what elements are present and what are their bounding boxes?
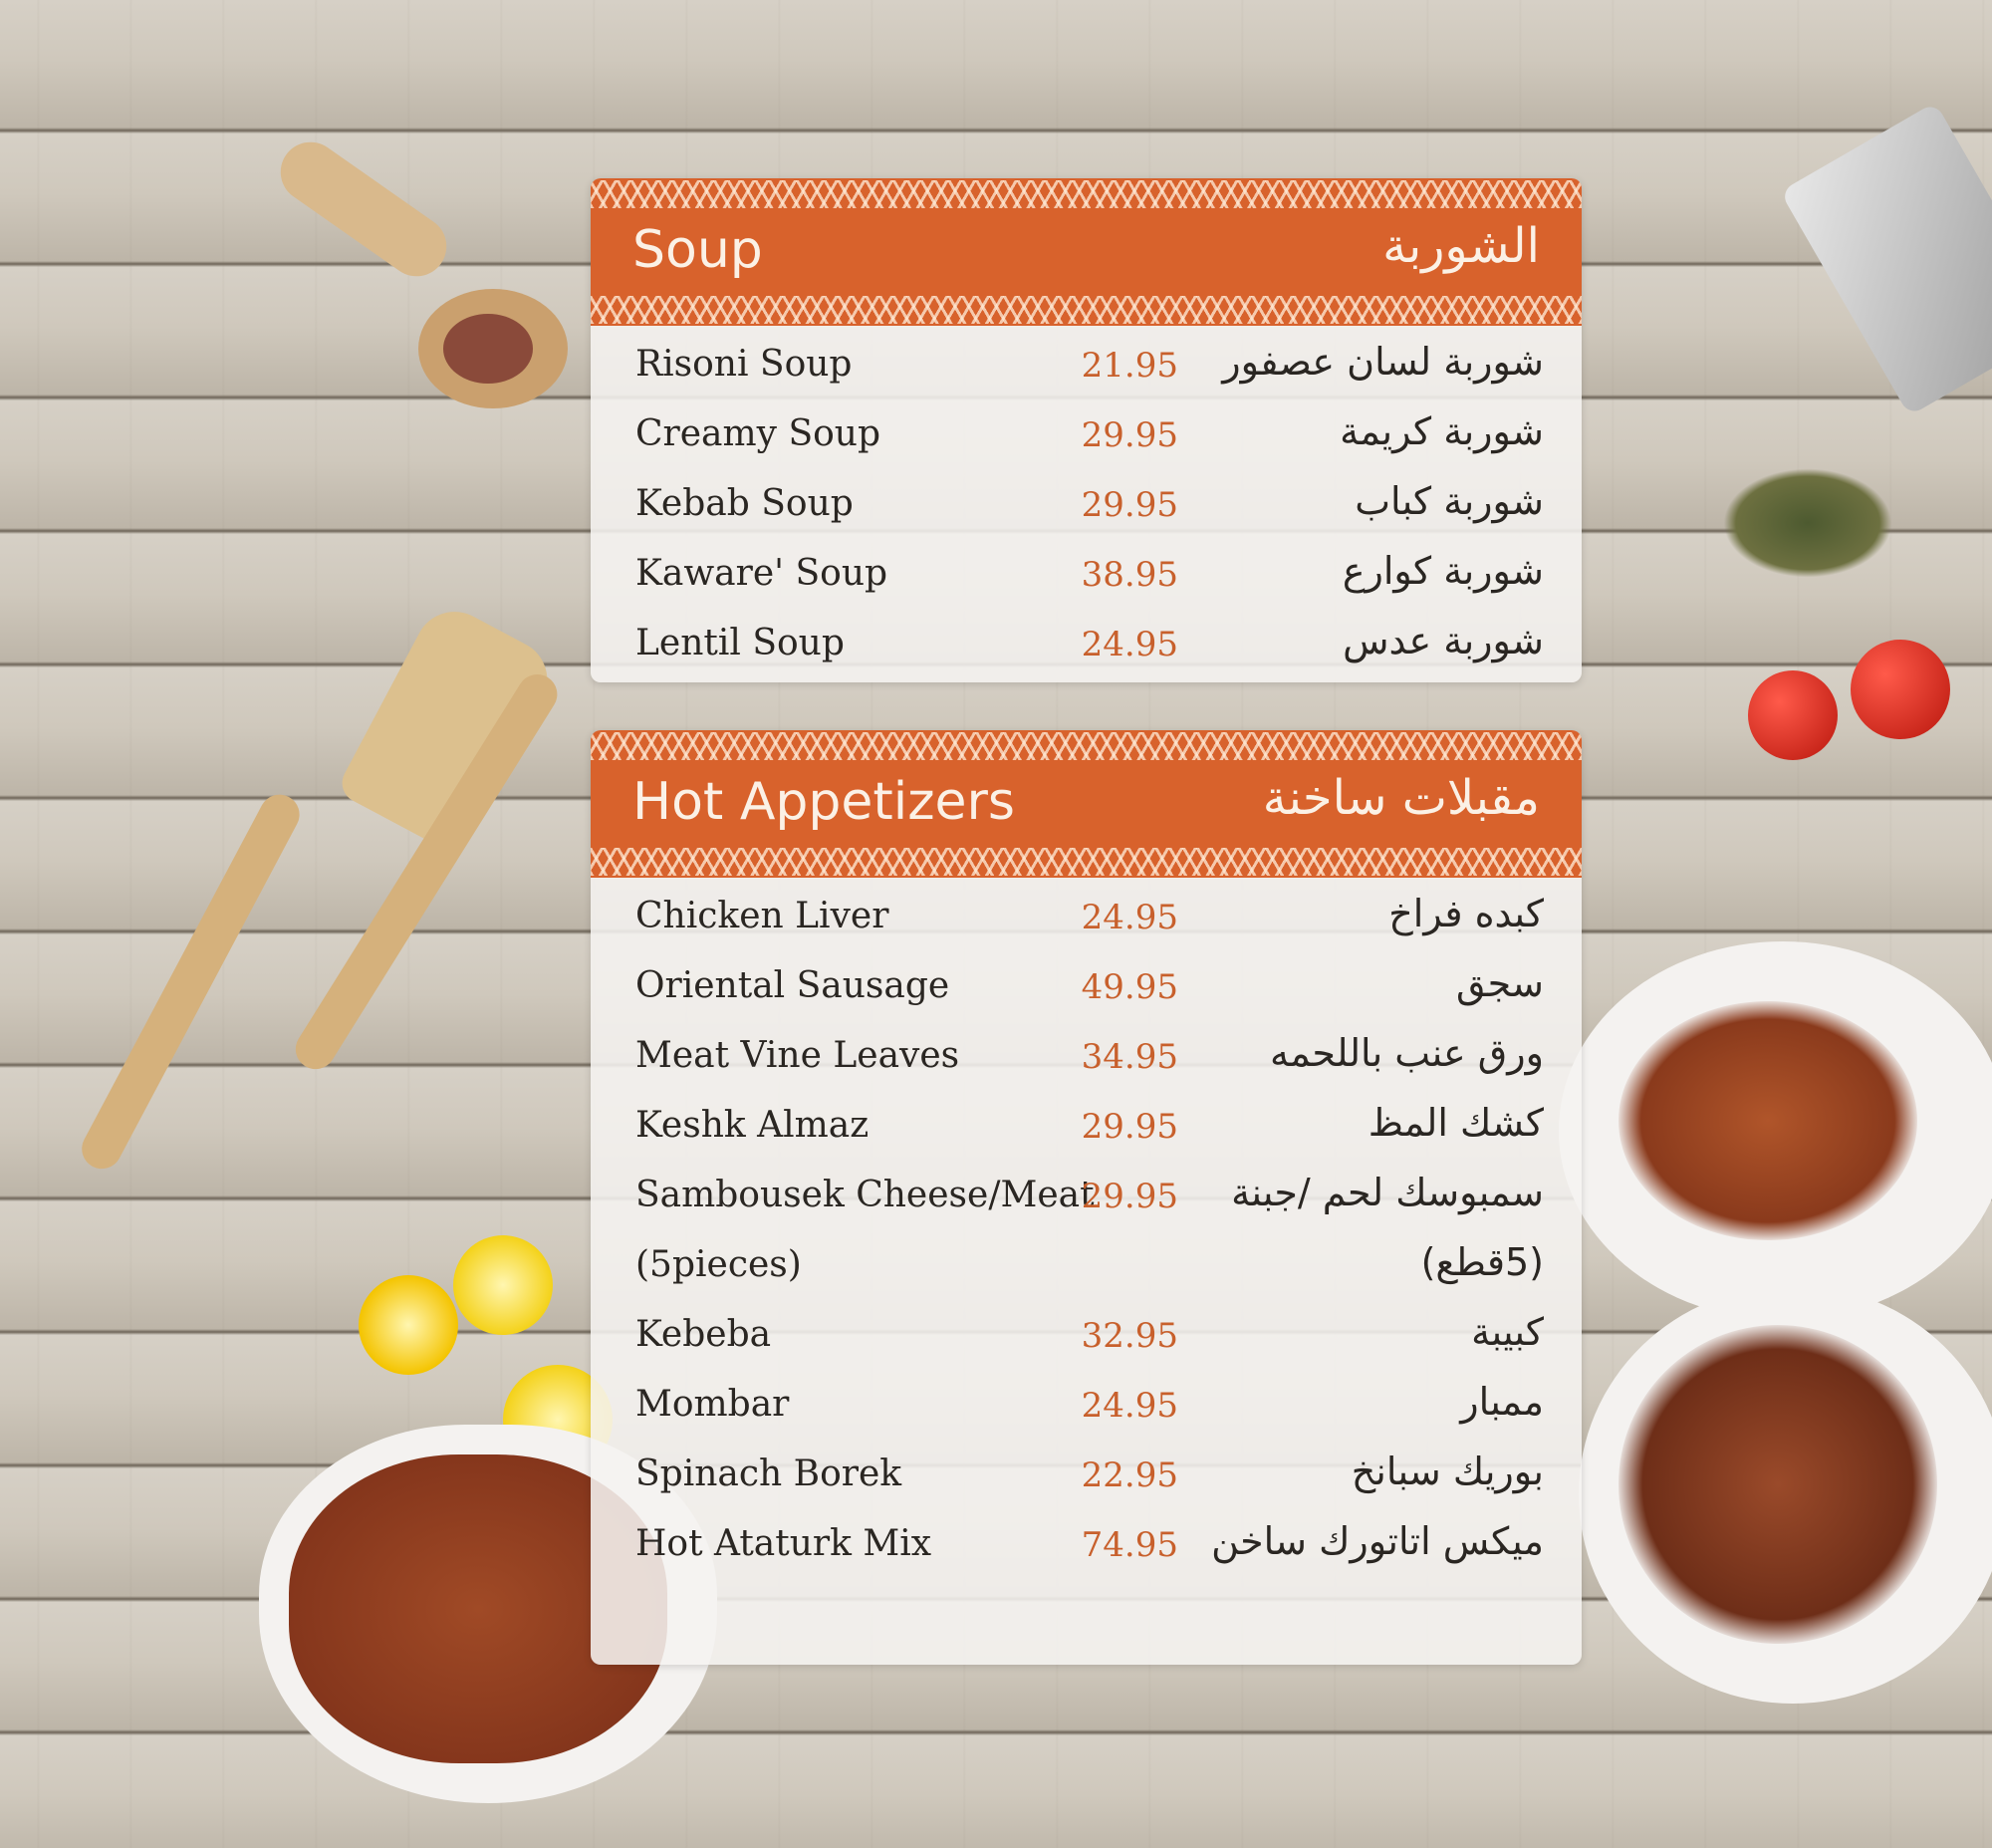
item-price: 29.95 <box>1081 1107 1178 1147</box>
lemon-image <box>359 1275 458 1375</box>
item-name-ar: (5قطع) <box>1420 1240 1544 1284</box>
section-header: Hot Appetizers مقبلات ساخنة <box>591 730 1582 878</box>
menu-item: Oriental Sausage 49.95 سجق <box>591 953 1582 1023</box>
item-name-en: Risoni Soup <box>635 344 853 385</box>
item-price: 32.95 <box>1081 1316 1178 1356</box>
item-name-en: Sambousek Cheese/Meat <box>635 1175 1095 1215</box>
item-name-ar: شوربة كوارع <box>1342 549 1544 593</box>
item-name-en: Meat Vine Leaves <box>635 1035 960 1076</box>
item-name-ar: كشك المظ <box>1368 1101 1544 1145</box>
item-name-ar: سمبوسك لحم /جبنة <box>1231 1171 1544 1214</box>
item-name-en: Keshk Almaz <box>635 1105 870 1146</box>
menu-item: Kebeba 32.95 كبيبة <box>591 1302 1582 1372</box>
item-name-en: Hot Ataturk Mix <box>635 1523 932 1564</box>
item-name-en: Oriental Sausage <box>635 965 950 1006</box>
menu-item: Kebab Soup 29.95 شوربة كباب <box>591 471 1582 541</box>
section-title-en: Soup <box>632 220 763 280</box>
menu-item: Spinach Borek 22.95 بوريك سبانخ <box>591 1442 1582 1511</box>
item-price: 29.95 <box>1081 1177 1178 1216</box>
item-price: 34.95 <box>1081 1037 1178 1077</box>
item-price: 24.95 <box>1081 898 1178 937</box>
item-name-ar: كبده فراخ <box>1388 892 1544 935</box>
section-title-ar: الشوربة <box>1382 218 1540 274</box>
menu-item: Risoni Soup 21.95 شوربة لسان عصفور <box>591 332 1582 401</box>
menu-item: Lentil Soup 24.95 شوربة عدس <box>591 611 1582 680</box>
item-price: 38.95 <box>1081 555 1178 595</box>
item-name-ar: ورق عنب باللحمه <box>1270 1031 1544 1075</box>
item-name-en: (5pieces) <box>635 1244 802 1285</box>
item-name-ar: كبيبة <box>1471 1310 1544 1354</box>
menu-section-hot-appetizers: Hot Appetizers مقبلات ساخنة Chicken Live… <box>591 730 1582 1665</box>
menu-section-soup: Soup الشوربة Risoni Soup 21.95 شوربة لسان … <box>591 178 1582 682</box>
item-price: 49.95 <box>1081 967 1178 1007</box>
item-price: 74.95 <box>1081 1525 1178 1565</box>
menu-item: Creamy Soup 29.95 شوربة كريمة <box>591 401 1582 471</box>
item-name-ar: بوريك سبانخ <box>1351 1450 1544 1493</box>
item-name-en: Creamy Soup <box>635 413 881 454</box>
ornament-pattern <box>591 732 1582 760</box>
item-name-ar: شوربة عدس <box>1343 619 1544 662</box>
item-name-ar: ممبار <box>1460 1380 1544 1424</box>
lemon-image <box>453 1235 553 1335</box>
item-price: 24.95 <box>1081 625 1178 664</box>
menu-item: Meat Vine Leaves 34.95 ورق عنب باللحمه <box>591 1023 1582 1093</box>
item-name-en: Kebeba <box>635 1314 772 1355</box>
section-title-ar: مقبلات ساخنة <box>1262 770 1540 826</box>
herbs-image <box>1723 468 1892 578</box>
item-name-en: Mombar <box>635 1384 790 1425</box>
item-name-ar: سجق <box>1455 961 1544 1005</box>
item-name-en: Kaware' Soup <box>635 553 888 594</box>
item-name-ar: شوربة لسان عصفور <box>1222 340 1544 384</box>
tomato-image <box>1748 670 1838 760</box>
menu-item: Chicken Liver 24.95 كبده فراخ <box>591 884 1582 953</box>
ornament-pattern <box>591 180 1582 208</box>
kebeba-plate-image <box>1559 941 1992 1320</box>
item-name-en: Spinach Borek <box>635 1453 902 1494</box>
section-title-en: Hot Appetizers <box>632 772 1016 832</box>
item-price: 29.95 <box>1081 415 1178 455</box>
item-name-en: Lentil Soup <box>635 623 845 663</box>
ornament-pattern <box>591 296 1582 324</box>
item-name-en: Kebab Soup <box>635 483 854 524</box>
menu-item: Kaware' Soup 38.95 شوربة كوارع <box>591 541 1582 611</box>
item-name-ar: ميكس اتاتورك ساخن <box>1211 1519 1544 1563</box>
menu-item: Keshk Almaz 29.95 كشك المظ <box>591 1093 1582 1163</box>
menu-item: (5pieces) (5قطع) <box>591 1232 1582 1302</box>
item-price: 24.95 <box>1081 1386 1178 1426</box>
menu-item: Mombar 24.95 ممبار <box>591 1372 1582 1442</box>
ornament-pattern <box>591 848 1582 876</box>
item-name-en: Chicken Liver <box>635 896 889 936</box>
item-price: 21.95 <box>1081 346 1178 386</box>
section-header: Soup الشوربة <box>591 178 1582 326</box>
item-name-ar: شوربة كباب <box>1355 479 1544 523</box>
menu-item: Sambousek Cheese/Meat 29.95 سمبوسك لحم /جب… <box>591 1163 1582 1232</box>
menu-item: Hot Ataturk Mix 74.95 ميكس اتاتورك ساخن <box>591 1511 1582 1581</box>
item-name-ar: شوربة كريمة <box>1340 409 1544 453</box>
meatball-plate-image <box>1579 1285 1992 1704</box>
wooden-spatula-image <box>75 598 657 1215</box>
tomato-image <box>1851 640 1950 739</box>
item-price: 29.95 <box>1081 485 1178 525</box>
wooden-scoop-image <box>268 130 588 428</box>
item-price: 22.95 <box>1081 1455 1178 1495</box>
